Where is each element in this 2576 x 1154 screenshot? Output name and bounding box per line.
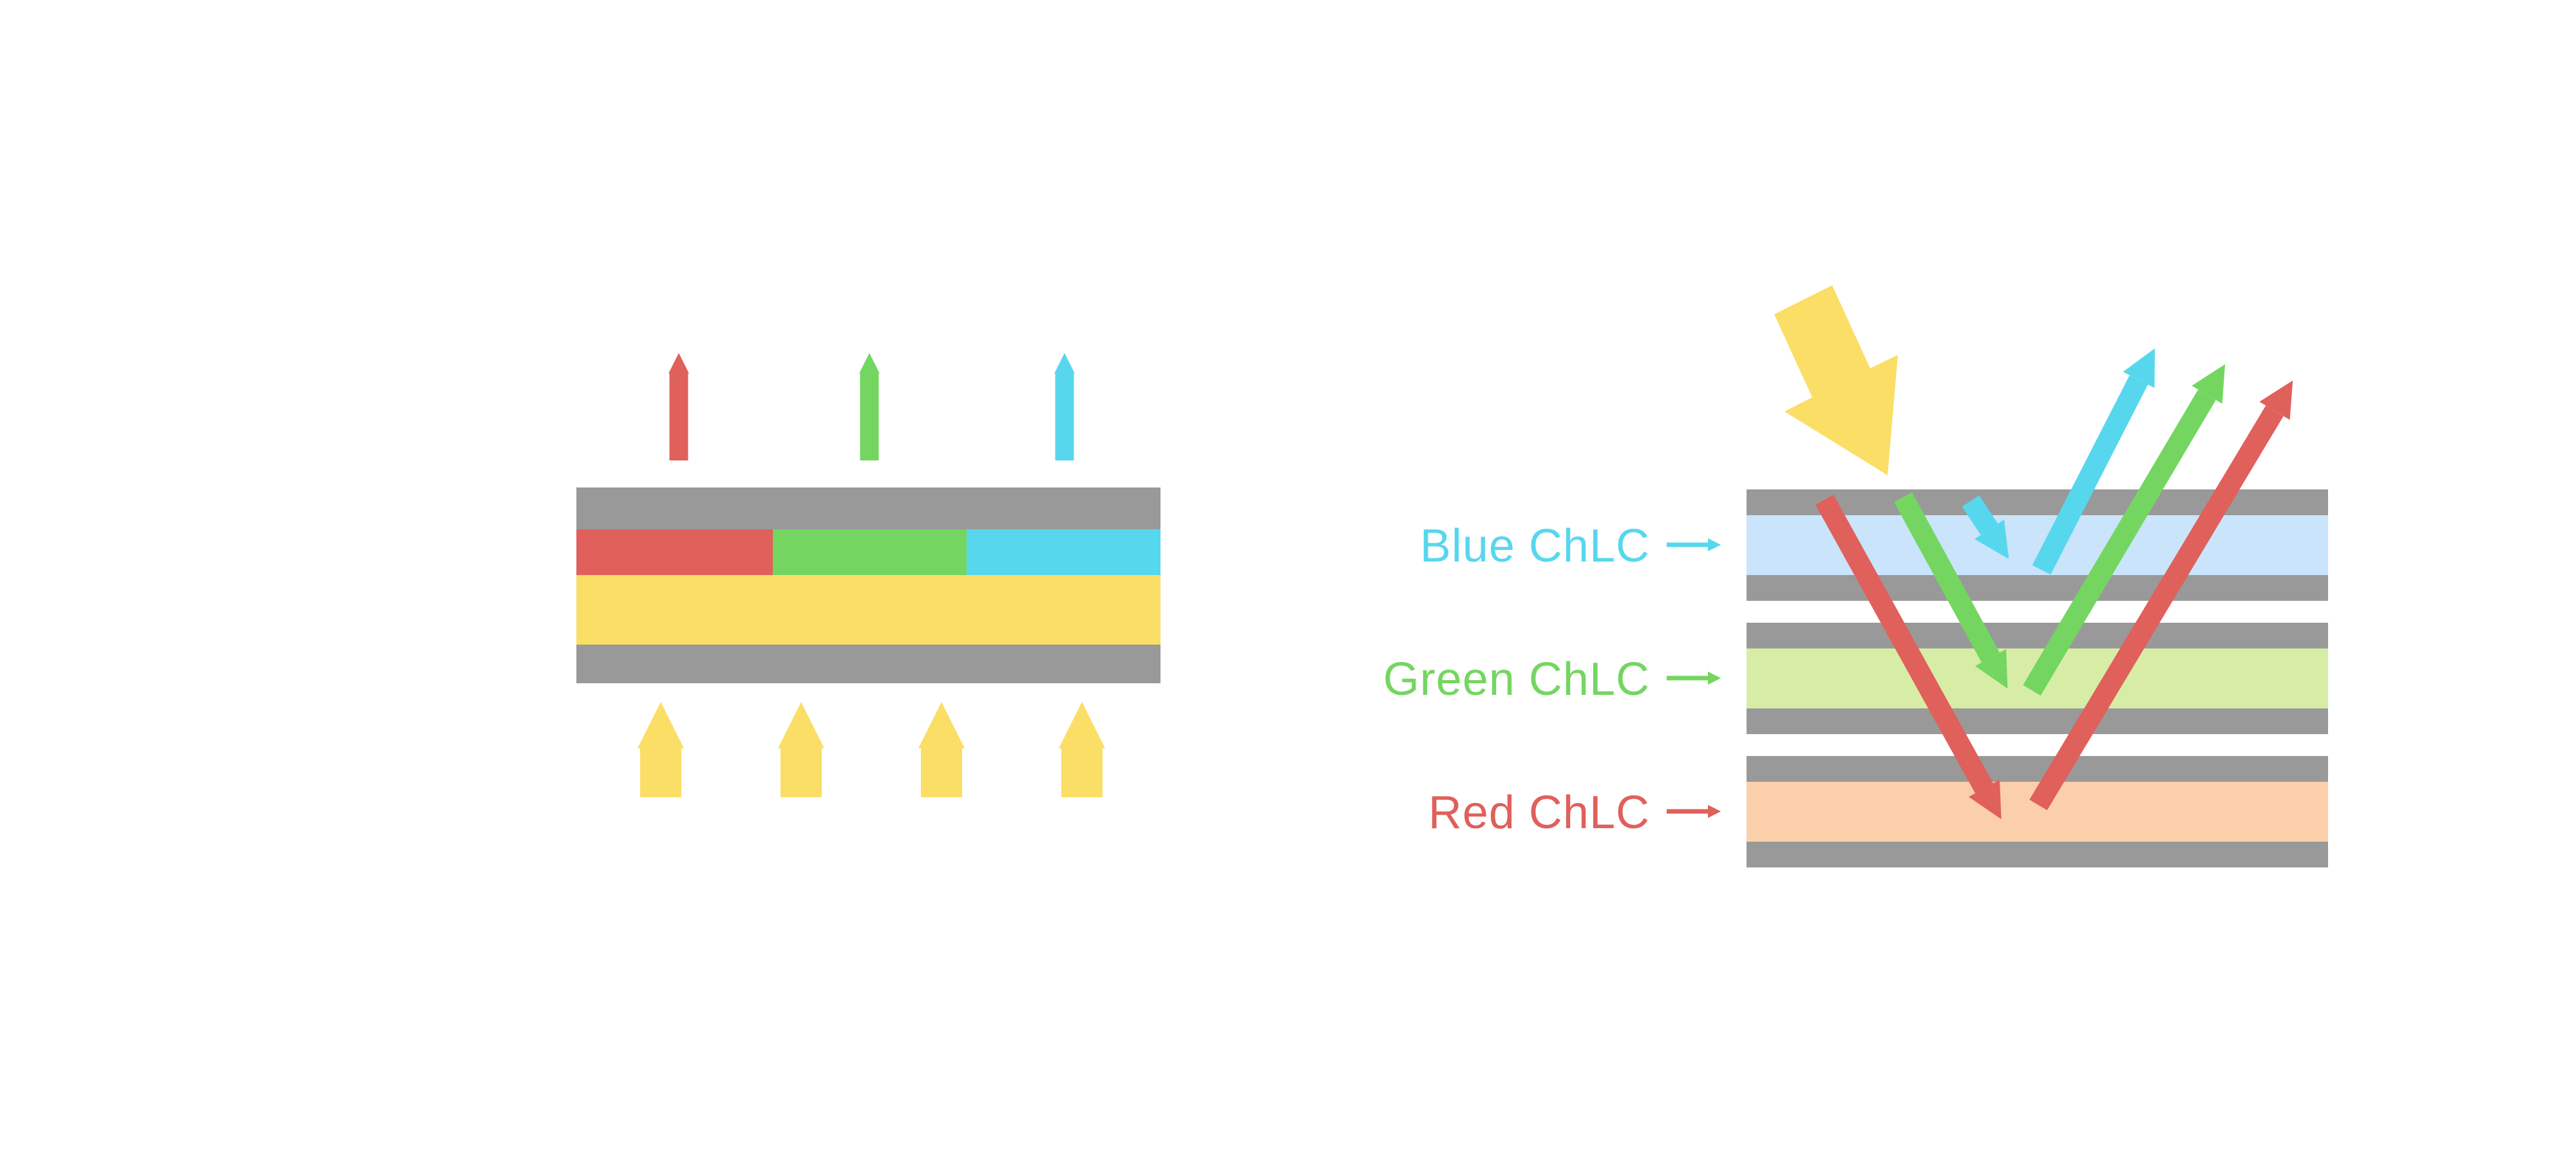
blue-light-down-ray-arrow (1962, 495, 2009, 559)
green-cell-top-substrate (1747, 623, 2328, 648)
blue-cell-bottom-substrate (1747, 575, 2328, 601)
left-bottom-substrate-layer (576, 645, 1160, 683)
incident-light-arrow (1774, 285, 1898, 475)
blue-chlc-label: Blue ChLC (1419, 520, 1650, 572)
red-chlc-label: Red ChLC (1428, 787, 1650, 838)
green-light-reflected-arrow (2023, 364, 2226, 696)
green-light-down-ray-arrow (1893, 492, 2008, 689)
red-light-down-ray-arrow (1815, 495, 2002, 820)
blue-filter-segment (967, 529, 1160, 575)
red-cell-bottom-substrate (1747, 842, 2328, 867)
red-cell-top-substrate (1747, 756, 2328, 782)
yellow-backlight-layer (576, 575, 1160, 645)
green-filter-segment (773, 529, 967, 575)
red-filter-segment (576, 529, 773, 575)
left-top-substrate-layer (576, 487, 1160, 529)
chlc-reflective-diagram (1667, 285, 2328, 867)
green-chlc-label: Green ChLC (1383, 654, 1650, 705)
backlit-display-diagram (576, 353, 1160, 797)
red-light-reflected-arrow (2029, 380, 2293, 811)
green-cell-bottom-substrate (1747, 708, 2328, 734)
blue-light-reflected-arrow (2032, 348, 2155, 575)
